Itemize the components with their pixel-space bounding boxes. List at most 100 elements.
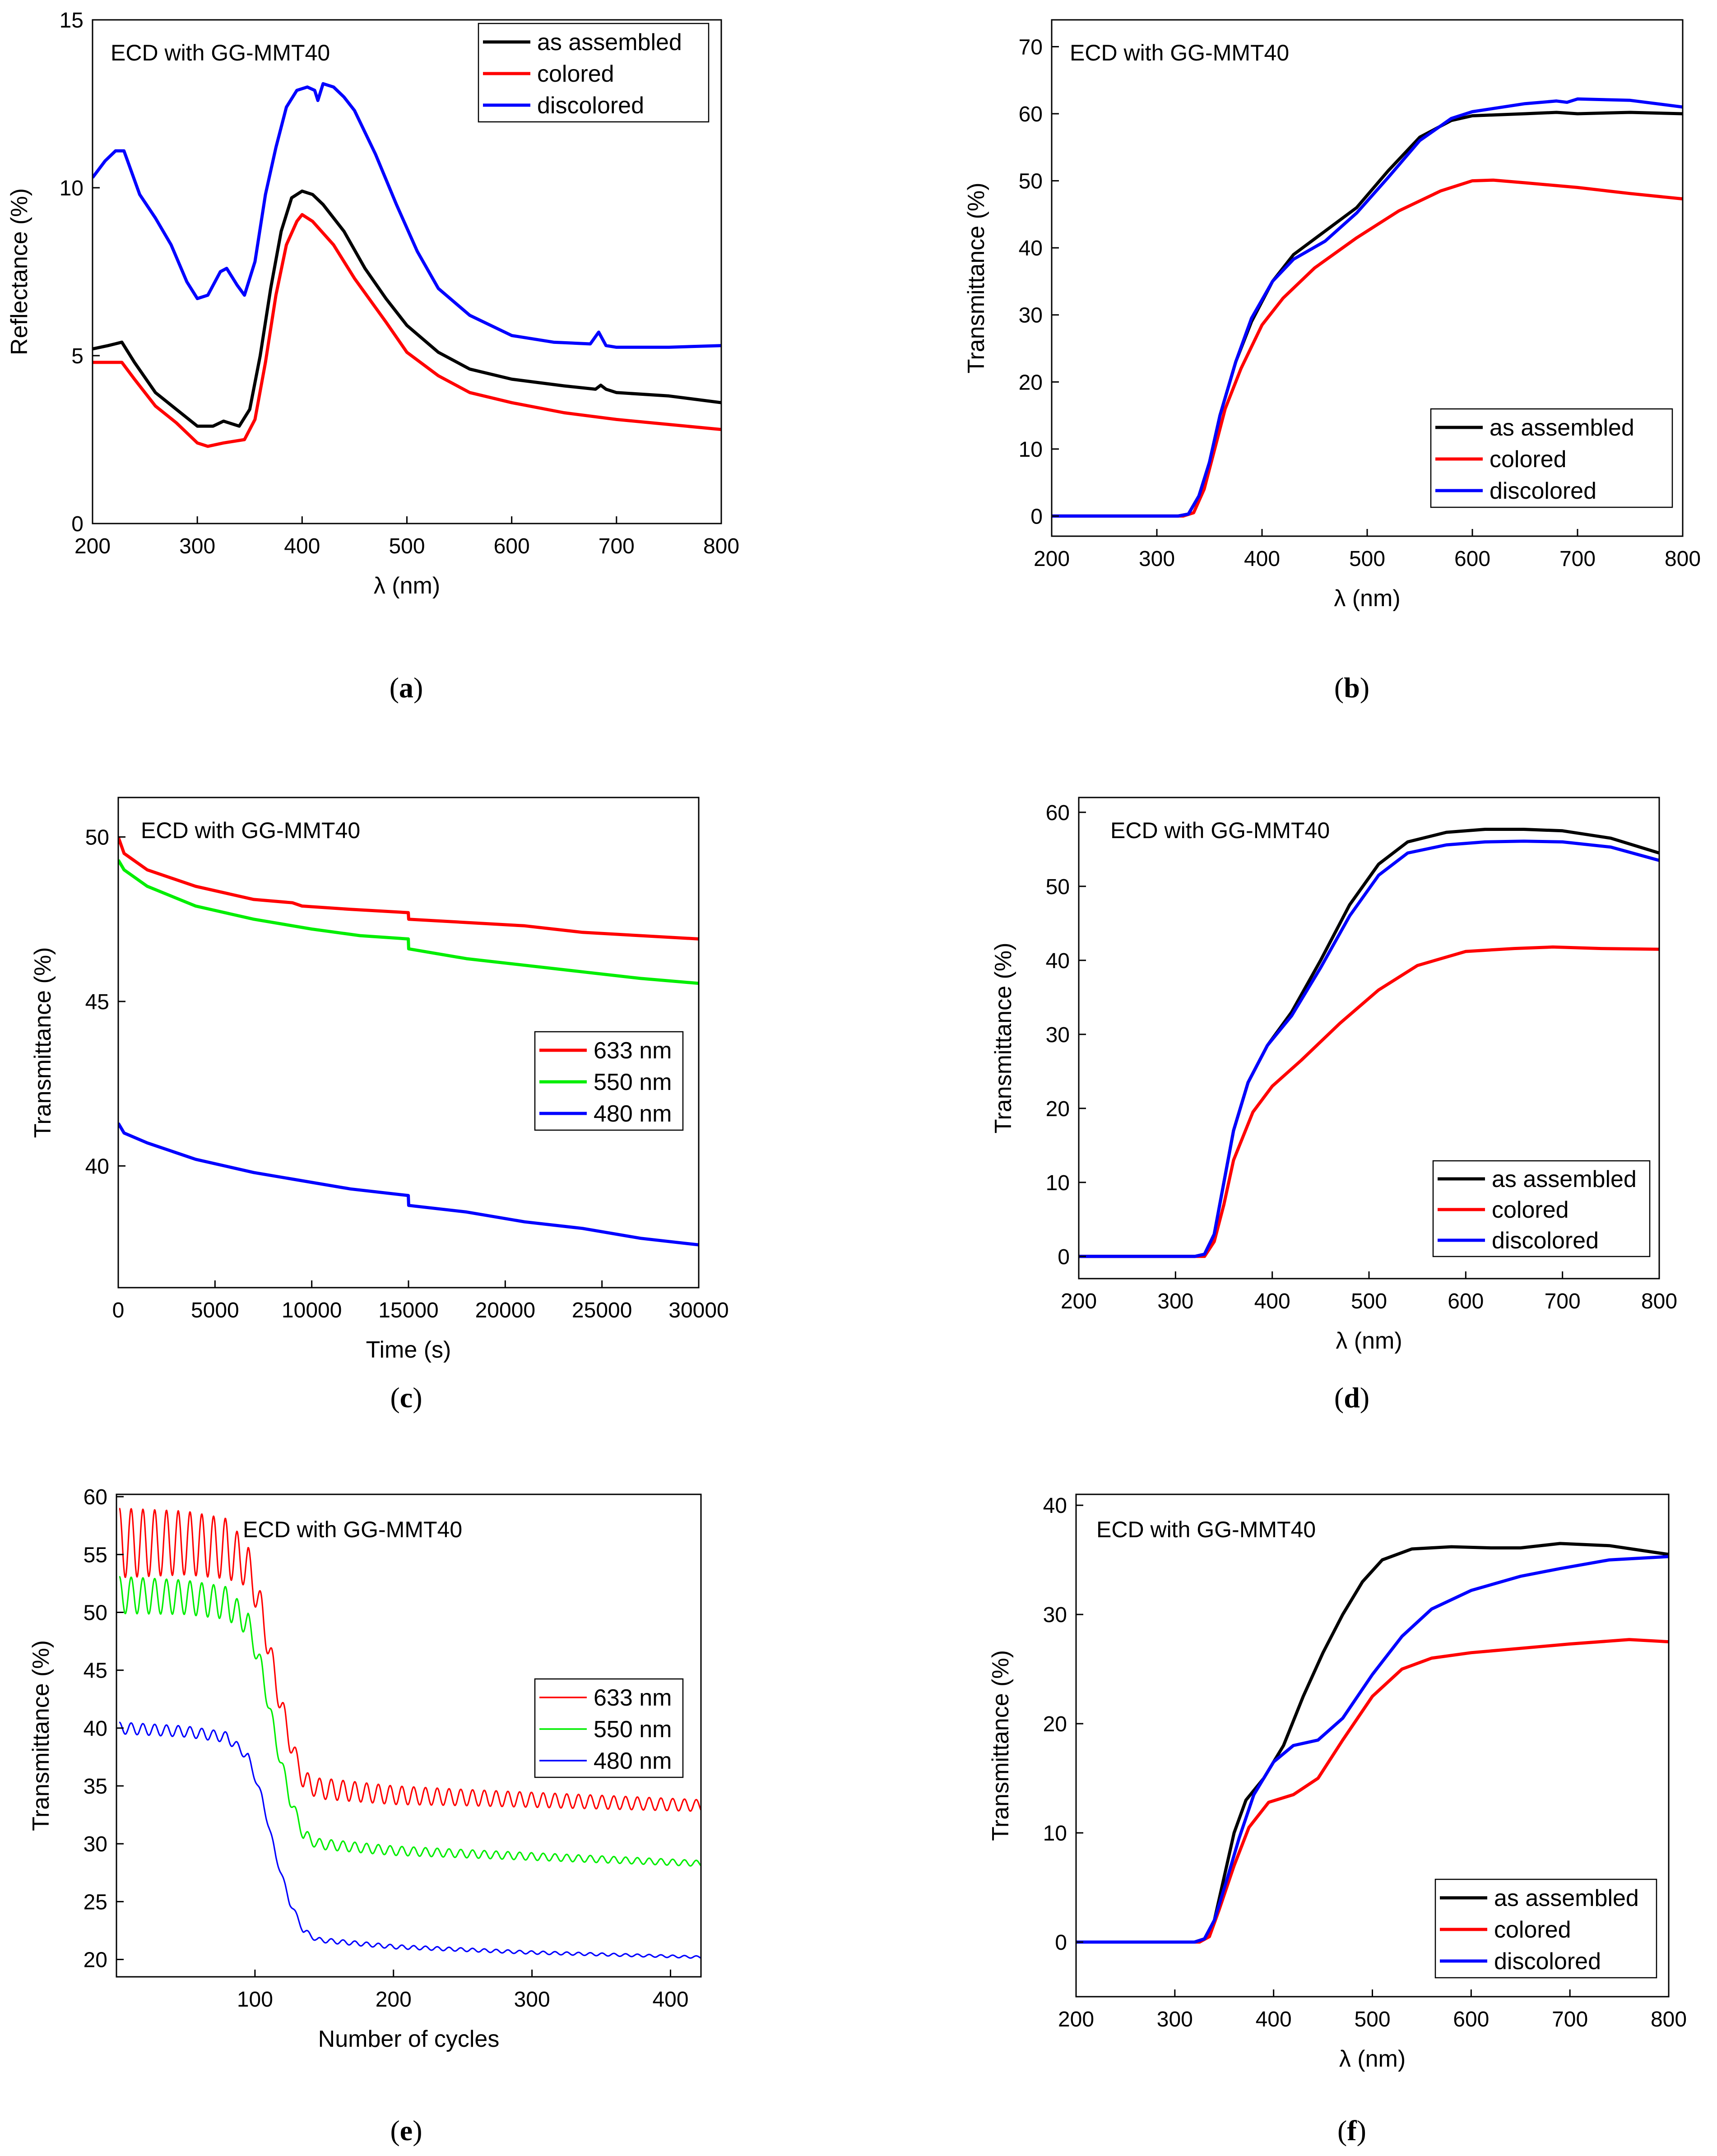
x-axis-label-a: λ (nm) bbox=[374, 573, 440, 599]
y-tick-label-b-2: 20 bbox=[1019, 371, 1043, 394]
legend-label-a-0: as assembled bbox=[537, 29, 682, 56]
x-tick-label-a-5: 700 bbox=[599, 534, 635, 558]
x-tick-label-c-5: 25000 bbox=[572, 1298, 632, 1322]
y-tick-label-d-3: 30 bbox=[1046, 1023, 1070, 1047]
x-tick-label-c-3: 15000 bbox=[378, 1298, 438, 1322]
legend-label-a-2: discolored bbox=[537, 93, 644, 119]
legend-label-a-1: colored bbox=[537, 61, 614, 87]
y-tick-label-e-2: 30 bbox=[84, 1832, 107, 1856]
y-axis-label-f: Transmittance (%) bbox=[988, 1650, 1014, 1841]
series-line-b-1 bbox=[1052, 178, 1683, 518]
x-tick-label-d-3: 500 bbox=[1351, 1289, 1387, 1313]
y-tick-label-c-1: 45 bbox=[85, 990, 109, 1014]
panel-d: 200 300 400 500 600 700 800 0 10 20 30 40 50 60 λ (nm)… bbox=[990, 797, 1677, 1414]
legend-label-b-1: colored bbox=[1490, 446, 1567, 473]
panel-caption-e: (e) bbox=[390, 2114, 422, 2147]
x-tick-label-f-1: 300 bbox=[1157, 2008, 1193, 2031]
y-tick-label-c-0: 40 bbox=[85, 1155, 109, 1178]
x-tick-label-b-3: 500 bbox=[1349, 547, 1385, 571]
annotation-c: ECD with GG-MMT40 bbox=[141, 818, 360, 843]
legend-label-e-0: 633 nm bbox=[594, 1685, 672, 1711]
legend-label-f-1: colored bbox=[1494, 1917, 1571, 1943]
y-tick-label-a-3: 15 bbox=[60, 9, 84, 32]
x-tick-label-b-1: 300 bbox=[1139, 547, 1175, 571]
y-tick-label-f-0: 0 bbox=[1055, 1931, 1067, 1955]
series-line-c-1 bbox=[118, 859, 699, 985]
legend-label-e-2: 480 nm bbox=[594, 1748, 672, 1774]
series-line-f-2 bbox=[1076, 1555, 1669, 1944]
x-tick-label-e-3: 400 bbox=[652, 1988, 688, 2012]
y-axis-label-a: Reflectance (%) bbox=[6, 188, 32, 355]
x-tick-label-d-0: 200 bbox=[1061, 1289, 1097, 1313]
legend-label-d-2: discolored bbox=[1492, 1228, 1599, 1254]
series-line-a-1 bbox=[93, 213, 721, 448]
y-tick-label-b-4: 40 bbox=[1019, 236, 1043, 260]
series-line-c-2 bbox=[118, 1122, 699, 1247]
legend-label-f-2: discolored bbox=[1494, 1948, 1601, 1975]
y-tick-label-d-1: 10 bbox=[1046, 1171, 1070, 1195]
plot-frame-e bbox=[116, 1493, 702, 1978]
x-axis-label-c: Time (s) bbox=[366, 1337, 451, 1363]
legend-label-f-0: as assembled bbox=[1494, 1885, 1639, 1911]
legend-label-d-0: as assembled bbox=[1492, 1166, 1637, 1192]
y-tick-label-f-1: 10 bbox=[1043, 1822, 1067, 1845]
annotation-a: ECD with GG-MMT40 bbox=[111, 40, 330, 65]
series-line-d-2 bbox=[1079, 839, 1659, 1258]
series-line-a-2 bbox=[93, 82, 721, 349]
legend-label-d-1: colored bbox=[1492, 1197, 1569, 1223]
legend-label-c-1: 550 nm bbox=[594, 1069, 672, 1095]
series-line-b-2 bbox=[1052, 97, 1683, 518]
y-tick-label-d-2: 20 bbox=[1046, 1097, 1070, 1121]
y-tick-label-f-4: 40 bbox=[1043, 1494, 1067, 1518]
y-tick-label-e-4: 40 bbox=[84, 1717, 107, 1741]
legend-label-e-1: 550 nm bbox=[594, 1716, 672, 1743]
x-tick-label-c-6: 30000 bbox=[668, 1298, 729, 1322]
x-tick-label-b-2: 400 bbox=[1244, 547, 1280, 571]
annotation-f: ECD with GG-MMT40 bbox=[1096, 1517, 1316, 1542]
y-axis-label-b: Transmittance (%) bbox=[963, 183, 989, 374]
x-tick-label-e-0: 100 bbox=[237, 1988, 273, 2012]
x-tick-label-d-2: 400 bbox=[1254, 1289, 1290, 1313]
y-tick-label-e-0: 20 bbox=[84, 1948, 107, 1972]
x-tick-label-b-6: 800 bbox=[1665, 547, 1701, 571]
panel-a: 200 300 400 500 600 700 800 0 5 10 15 λ (nm) Reflect… bbox=[6, 9, 739, 704]
x-tick-label-e-1: 200 bbox=[376, 1988, 412, 2012]
y-tick-label-e-6: 50 bbox=[84, 1601, 107, 1625]
y-tick-label-d-6: 60 bbox=[1046, 801, 1070, 825]
y-tick-label-b-5: 50 bbox=[1019, 170, 1043, 194]
annotation-b: ECD with GG-MMT40 bbox=[1070, 40, 1289, 65]
y-tick-label-a-0: 0 bbox=[71, 512, 84, 536]
x-tick-label-a-3: 500 bbox=[389, 534, 425, 558]
legend-label-b-0: as assembled bbox=[1490, 415, 1634, 441]
x-axis-label-f: λ (nm) bbox=[1339, 2046, 1406, 2072]
x-tick-label-b-4: 600 bbox=[1454, 547, 1490, 571]
x-tick-label-f-3: 500 bbox=[1354, 2008, 1390, 2031]
series-line-e-1 bbox=[119, 1576, 701, 1867]
x-axis-label-b: λ (nm) bbox=[1334, 585, 1400, 612]
y-axis-label-e: Transmittance (%) bbox=[28, 1640, 54, 1831]
x-tick-label-a-6: 800 bbox=[703, 534, 739, 558]
y-tick-label-f-3: 30 bbox=[1043, 1603, 1067, 1627]
x-tick-label-f-6: 800 bbox=[1651, 2008, 1687, 2031]
series-line-a-0 bbox=[93, 189, 721, 428]
y-tick-label-a-2: 10 bbox=[60, 176, 84, 200]
y-tick-label-e-1: 25 bbox=[84, 1890, 107, 1914]
panel-f: 200 300 400 500 600 700 800 0 10 20 30 40 λ (nm) Tran… bbox=[988, 1493, 1687, 2147]
x-tick-label-d-1: 300 bbox=[1157, 1289, 1193, 1313]
x-tick-label-c-4: 20000 bbox=[475, 1298, 535, 1322]
x-tick-label-f-0: 200 bbox=[1058, 2008, 1094, 2031]
panel-caption-a: (a) bbox=[390, 672, 423, 704]
y-tick-label-d-4: 40 bbox=[1046, 949, 1070, 973]
x-tick-label-a-0: 200 bbox=[74, 534, 111, 558]
panel-c: 0 5000 10000 15000 20000 25000 30000 40 45 50 Time… bbox=[30, 797, 729, 1414]
panel-caption-c: (c) bbox=[390, 1382, 422, 1414]
y-tick-label-d-5: 50 bbox=[1046, 875, 1070, 899]
series-line-c-0 bbox=[118, 836, 699, 941]
y-tick-label-b-3: 30 bbox=[1019, 304, 1043, 328]
annotation-d: ECD with GG-MMT40 bbox=[1110, 818, 1330, 843]
series-line-e-2 bbox=[119, 1721, 701, 1959]
x-tick-label-c-0: 0 bbox=[112, 1298, 125, 1322]
y-tick-label-b-7: 70 bbox=[1019, 35, 1043, 59]
y-tick-label-b-6: 60 bbox=[1019, 102, 1043, 126]
